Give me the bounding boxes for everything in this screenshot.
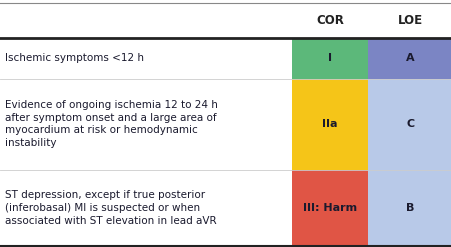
Text: ST depression, except if true posterior
(inferobasal) MI is suspected or when
as: ST depression, except if true posterior … [5, 190, 216, 226]
Text: B: B [405, 203, 414, 213]
Text: Evidence of ongoing ischemia 12 to 24 h
after symptom onset and a large area of
: Evidence of ongoing ischemia 12 to 24 h … [5, 100, 217, 148]
Text: I: I [327, 53, 331, 63]
Bar [291, 170, 368, 247]
Bar [291, 38, 368, 79]
Text: A: A [405, 53, 414, 63]
Text: COR: COR [315, 14, 343, 27]
Text: Ischemic symptoms <12 h: Ischemic symptoms <12 h [5, 53, 143, 63]
Text: IIa: IIa [322, 119, 337, 129]
Bar [368, 79, 451, 170]
Text: LOE: LOE [397, 14, 422, 27]
Bar [368, 170, 451, 247]
Bar [291, 79, 368, 170]
Text: III: Harm: III: Harm [302, 203, 356, 213]
Text: C: C [405, 119, 413, 129]
Bar [368, 38, 451, 79]
